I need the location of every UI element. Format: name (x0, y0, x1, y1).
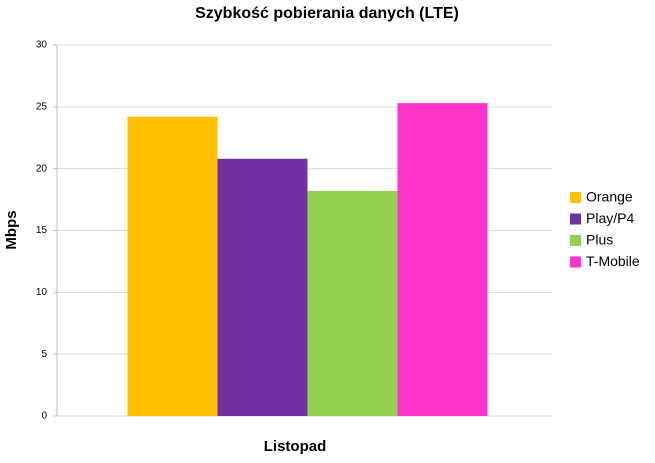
legend-label: Plus (586, 232, 613, 248)
y-tick-label: 15 (36, 225, 48, 236)
legend-label: Play/P4 (586, 210, 634, 226)
y-tick-label: 5 (41, 349, 47, 360)
legend-swatch (570, 235, 581, 246)
bar (217, 158, 308, 417)
y-tick-label: 30 (36, 40, 48, 51)
legend-swatch (570, 192, 581, 203)
legend-swatch (570, 213, 581, 225)
x-axis-title: Listopad (264, 438, 327, 455)
y-tick-label: 25 (36, 101, 48, 112)
chart-title: Szybkość pobierania danych (LTE) (195, 5, 459, 22)
y-tick-label: 0 (41, 411, 47, 422)
legend-label: Orange (586, 189, 633, 205)
y-tick-label: 20 (36, 163, 48, 174)
bar (397, 103, 488, 416)
legend-swatch (570, 256, 581, 268)
bar (127, 116, 218, 416)
legend-label: T-Mobile (586, 253, 640, 269)
bar (307, 190, 398, 416)
y-tick-label: 10 (36, 287, 48, 298)
y-axis-title: Mbps (3, 210, 20, 249)
